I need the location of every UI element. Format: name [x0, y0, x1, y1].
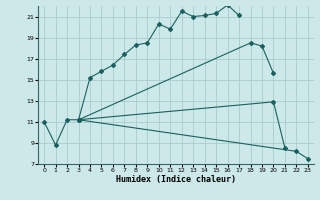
- X-axis label: Humidex (Indice chaleur): Humidex (Indice chaleur): [116, 175, 236, 184]
